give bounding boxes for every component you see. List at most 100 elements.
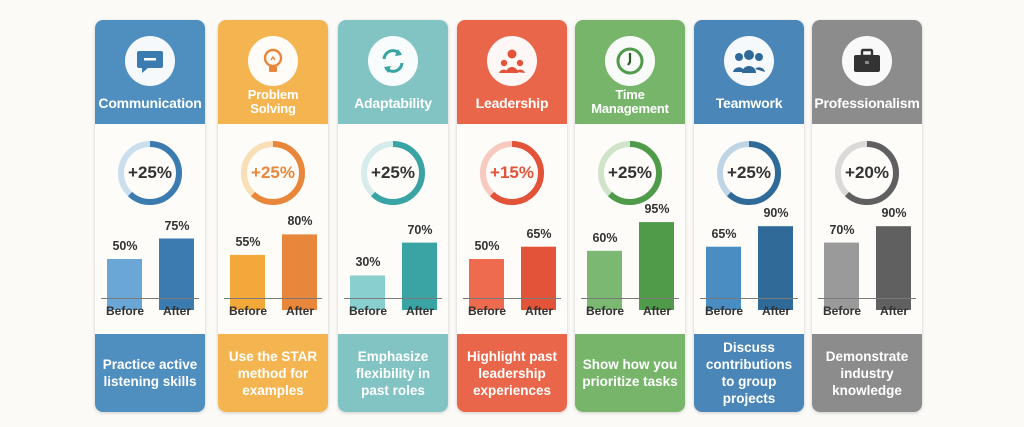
before-caption: Before [348, 304, 387, 318]
card-title: Leadership [475, 95, 549, 111]
bar-before [469, 259, 504, 310]
before-value-label: 55% [235, 234, 261, 249]
bar-before [107, 259, 142, 310]
bar-before [706, 246, 741, 310]
ring-progress [241, 141, 305, 205]
change-ring [361, 141, 425, 205]
change-percent: +25% [128, 163, 172, 182]
after-value-label: 70% [407, 222, 433, 237]
before-caption: Before [822, 304, 861, 318]
refresh-arrows-icon [368, 36, 418, 86]
tip-text: Emphasize flexibility in past roles [355, 348, 431, 398]
card-header: Time Management [575, 20, 685, 124]
before-after-chart [230, 234, 317, 310]
skill-card-problem-solving: Problem Solving +25% 55% Before 80% After Use … [218, 20, 328, 412]
card-header: Leadership [457, 20, 567, 124]
bar-after [282, 234, 317, 310]
chart-baseline [344, 298, 442, 299]
before-value-label: 30% [355, 255, 381, 270]
after-caption: After [162, 304, 191, 318]
card-title: Adaptability [354, 95, 432, 111]
card-footer: Show how you prioritize tasks [575, 334, 685, 412]
bar-after [159, 238, 194, 310]
change-percent: +25% [371, 163, 415, 182]
after-caption: After [642, 304, 671, 318]
chart-baseline [581, 298, 679, 299]
change-ring [717, 141, 781, 205]
after-caption: After [761, 304, 790, 318]
before-value-label: 65% [711, 226, 737, 241]
chart-baseline [224, 298, 322, 299]
skill-card-communication: Communication +25% 50% Before 75% After Practi… [95, 20, 205, 412]
card-title: Time Management [591, 87, 669, 116]
tip-text: Practice active listening skills [102, 357, 198, 389]
after-value-label: 75% [164, 218, 190, 233]
chart-baseline [101, 298, 199, 299]
after-value-label: 90% [763, 206, 789, 221]
card-footer: Use the STAR method for examples [218, 334, 328, 412]
tip-text: Highlight past leadership experiences [467, 348, 557, 398]
change-ring [598, 141, 662, 205]
bar-after [876, 226, 911, 310]
group-icon [724, 36, 774, 86]
after-caption: After [524, 304, 553, 318]
card-header: Professionalism [812, 20, 922, 124]
bar-before [230, 254, 265, 310]
card-title: Teamwork [715, 95, 783, 111]
before-value-label: 50% [112, 239, 138, 253]
skill-card-leadership: Leadership +15% 50% Before 65% After Highlight… [457, 20, 567, 412]
change-ring [835, 141, 899, 205]
card-title: Problem Solving [247, 87, 299, 116]
card-footer: Practice active listening skills [95, 334, 205, 412]
skill-card-adaptability: Adaptability +25% 30% Before 70% After Emphasi… [338, 20, 448, 412]
before-value-label: 70% [829, 222, 855, 237]
change-percent: +25% [727, 163, 771, 182]
clock-icon [605, 36, 655, 86]
tip-text: Show how you prioritize tasks [582, 357, 678, 389]
before-caption: Before [467, 304, 506, 318]
after-value-label: 80% [287, 214, 313, 229]
card-title: Communication [98, 95, 202, 111]
before-caption: Before [228, 304, 267, 318]
ring-progress [598, 141, 662, 205]
skill-card-teamwork: Teamwork +25% 65% Before 90% After Discuss con… [694, 20, 804, 412]
card-footer: Discuss contributions to group projects [694, 334, 804, 412]
card-header: Communication [95, 20, 205, 124]
after-value-label: 90% [881, 206, 907, 221]
card-title: Professionalism [814, 95, 920, 111]
bar-after [639, 222, 674, 310]
lightbulb-icon [248, 36, 298, 86]
chart-baseline [463, 298, 561, 299]
before-value-label: 50% [474, 239, 500, 253]
before-after-chart [587, 222, 674, 310]
skill-card-professionalism: Professionalism +20% 70% Before 90% After Demo… [812, 20, 922, 412]
change-percent: +20% [845, 163, 889, 182]
bar-before [587, 250, 622, 310]
bar-before [350, 275, 385, 310]
change-ring [480, 141, 544, 205]
before-caption: Before [105, 304, 144, 318]
before-after-chart [469, 246, 556, 310]
after-value-label: 95% [644, 202, 670, 217]
team-leader-icon [487, 36, 537, 86]
change-percent: +25% [608, 163, 652, 182]
change-percent: +25% [251, 163, 295, 182]
after-caption: After [285, 304, 314, 318]
after-value-label: 65% [526, 226, 552, 241]
bar-after [521, 246, 556, 310]
tip-text: Demonstrate industry knowledge [825, 348, 909, 398]
before-after-chart [706, 226, 793, 310]
change-percent: +15% [490, 163, 534, 182]
change-ring [118, 141, 182, 205]
chart-baseline [818, 298, 916, 299]
ring-progress [835, 141, 899, 205]
ring-progress [480, 141, 544, 205]
card-header: Problem Solving [218, 20, 328, 124]
card-footer: Demonstrate industry knowledge [812, 334, 922, 412]
before-caption: Before [704, 304, 743, 318]
bar-after [758, 226, 793, 310]
before-after-chart [350, 242, 437, 310]
ring-progress [118, 141, 182, 205]
after-caption: After [405, 304, 434, 318]
briefcase-icon [842, 36, 892, 86]
